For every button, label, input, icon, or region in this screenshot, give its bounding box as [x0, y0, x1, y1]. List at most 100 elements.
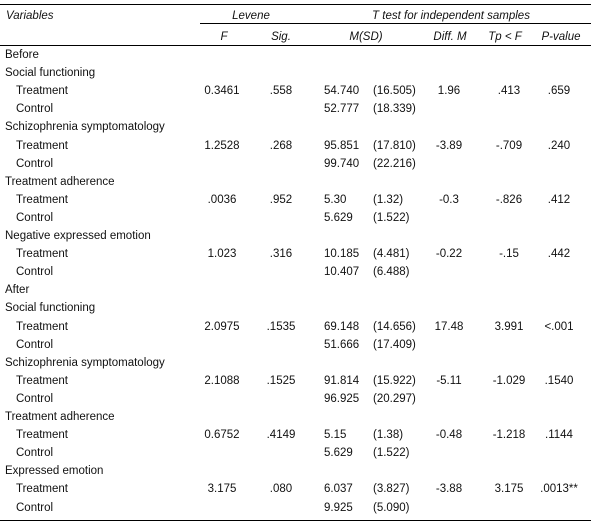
cell-sig: .316: [269, 248, 293, 261]
group-label: Treatment: [16, 248, 68, 261]
group-label: Control: [16, 211, 54, 224]
header-levene: Levene: [232, 10, 270, 22]
cell-F: 1.2528: [204, 139, 240, 152]
cell-sd: (14.656): [373, 320, 416, 333]
group-label: Treatment: [16, 139, 68, 152]
cell-diff: 17.48: [434, 320, 464, 333]
cell-m: 95.851: [324, 139, 360, 152]
col-header-diff: Diff. M: [433, 31, 467, 43]
cell-sig: .268: [269, 139, 293, 152]
cell-sig: .1535: [266, 320, 296, 333]
cell-sd: (15.922): [373, 374, 416, 387]
variable-label: Treatment adherence: [5, 175, 115, 188]
cell-m: 99.740: [324, 157, 360, 170]
variable-label: Social functioning: [5, 67, 96, 80]
cell-m: 69.148: [324, 320, 360, 333]
cell-sd: (18.339): [373, 103, 416, 116]
table-bottom-rule: [0, 520, 591, 521]
group-label: Control: [16, 103, 54, 116]
cell-m: 5.15: [324, 429, 347, 442]
cell-p: <.001: [544, 320, 574, 333]
cell-p: .240: [547, 139, 571, 152]
group-label: Treatment: [16, 320, 68, 333]
cell-F: 0.6752: [204, 429, 240, 442]
cell-F: 2.0975: [204, 320, 240, 333]
cell-diff: -5.11: [436, 374, 462, 387]
variable-label: Negative expressed emotion: [5, 230, 151, 242]
group-label: Control: [16, 392, 54, 405]
cell-diff: -0.22: [435, 248, 463, 261]
variable-label: Schizophrenia symptomatology: [5, 356, 165, 369]
cell-sig: .4149: [266, 429, 296, 442]
cell-tp: .413: [497, 85, 521, 98]
col-header-f: F: [220, 31, 228, 43]
cell-sd: (5.090): [373, 501, 410, 514]
group-label: Treatment: [16, 193, 68, 206]
cell-tp: -.826: [495, 193, 523, 206]
cell-F: .0036: [207, 193, 237, 206]
cell-diff: -3.88: [435, 483, 463, 496]
cell-sig: .080: [269, 483, 293, 496]
cell-p: .442: [547, 248, 571, 261]
cell-tp: -.15: [499, 248, 519, 261]
cell-tp: -1.029: [492, 374, 526, 387]
group-label: Control: [16, 266, 54, 279]
cell-m: 6.037: [324, 483, 353, 496]
group-label: Treatment: [16, 483, 68, 496]
cell-p: .659: [547, 85, 571, 98]
cell-F: 2.1088: [204, 374, 240, 387]
cell-p: .1540: [544, 374, 574, 387]
cell-F: 0.3461: [204, 85, 240, 98]
cell-sd: (1.32): [373, 193, 404, 206]
cell-sig: .952: [269, 193, 293, 206]
col-header-p: P-value: [541, 31, 581, 43]
cell-diff: 1.96: [437, 85, 461, 98]
group-label: Control: [16, 157, 54, 170]
cell-m: 91.814: [324, 374, 360, 387]
cell-m: 5.629: [324, 447, 353, 460]
cell-tp: 3.991: [494, 320, 524, 333]
cell-tp: 3.175: [494, 483, 524, 496]
cell-m: 52.777: [324, 103, 360, 116]
cell-m: 54.740: [324, 85, 360, 98]
variable-label: Schizophrenia symptomatology: [5, 121, 165, 134]
cell-sd: (20.297): [373, 392, 416, 405]
cell-sig: .1525: [266, 374, 296, 387]
cell-m: 9.925: [324, 501, 353, 514]
group-label: Treatment: [16, 429, 68, 442]
col-header-tp: Tp < F: [488, 31, 522, 43]
section-label: After: [5, 284, 30, 297]
cell-sd: (17.409): [373, 338, 416, 351]
cell-m: 5.629: [324, 211, 353, 224]
header-variables: Variables: [6, 10, 54, 22]
col-header-sig: Sig.: [271, 31, 291, 43]
cell-F: 1.023: [207, 248, 237, 261]
variable-label: Expressed emotion: [5, 465, 104, 478]
cell-m: 5.30: [324, 193, 347, 206]
group-label: Control: [16, 447, 54, 460]
header-ttest: T test for independent samples: [372, 10, 530, 22]
cell-diff: -3.89: [435, 139, 463, 152]
group-label: Control: [16, 338, 54, 351]
cell-sd: (17.810): [373, 139, 416, 152]
variable-label: Treatment adherence: [5, 411, 115, 423]
cell-diff: -0.48: [435, 429, 463, 442]
cell-sd: (6.488): [373, 266, 410, 279]
cell-p: .1144: [545, 429, 573, 442]
section-label: Before: [5, 49, 39, 61]
cell-m: 96.925: [324, 392, 360, 405]
cell-sd: (1.522): [373, 211, 410, 224]
cell-F: 3.175: [207, 483, 237, 496]
group-label: Treatment: [16, 374, 68, 387]
cell-p: .412: [547, 193, 571, 206]
cell-m: 51.666: [324, 338, 360, 351]
cell-sd: (1.38): [373, 429, 404, 442]
cell-diff: -0.3: [439, 193, 459, 206]
variable-label: Social functioning: [5, 302, 96, 315]
cell-tp: -1.218: [492, 429, 526, 442]
cell-sd: (16.505): [373, 85, 416, 98]
cell-m: 10.407: [324, 266, 360, 279]
cell-tp: -.709: [495, 139, 523, 152]
group-label: Treatment: [16, 85, 68, 98]
cell-sig: .558: [269, 85, 293, 98]
